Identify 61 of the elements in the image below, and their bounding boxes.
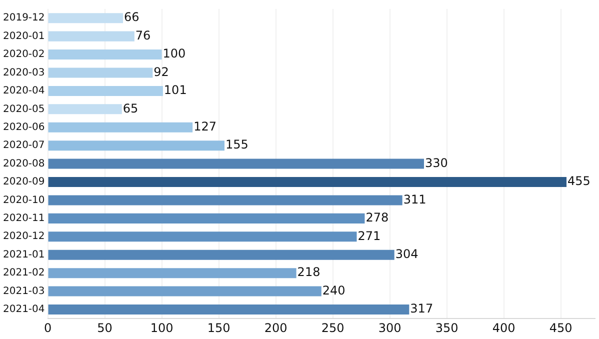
bar [48, 158, 424, 169]
data-label: 330 [424, 156, 448, 170]
x-tick-label: 300 [378, 320, 402, 335]
bar [48, 104, 122, 114]
y-tick-label: 2021-04 [2, 304, 45, 316]
y-tick-label: 2020-11 [2, 213, 45, 224]
bar [48, 177, 566, 188]
bar [48, 140, 224, 151]
y-tick-label: 2019-12 [2, 12, 45, 24]
bar [48, 31, 134, 42]
y-tick-label: 2020-09 [2, 176, 45, 188]
y-tick-label: 2020-07 [2, 140, 45, 152]
bar [48, 13, 124, 24]
bar [48, 50, 162, 60]
x-tick-label: 450 [549, 320, 572, 335]
bar [48, 232, 357, 242]
x-tick-label: 250 [321, 320, 344, 335]
y-tick-label: 2020-12 [2, 231, 45, 242]
x-tick-label: 200 [264, 320, 288, 335]
data-label: 127 [194, 120, 216, 134]
data-label: 100 [162, 46, 186, 61]
y-tick-label: 2021-02 [2, 268, 45, 279]
y-tick-label: 2021-01 [2, 249, 45, 260]
data-label: 455 [568, 174, 590, 188]
data-label: 155 [225, 138, 248, 152]
bar [48, 195, 402, 206]
y-tick-label: 2020-03 [2, 67, 45, 78]
data-label: 218 [297, 265, 320, 280]
y-tick-label: 2020-08 [2, 158, 45, 170]
bar [48, 68, 153, 78]
bar [48, 268, 296, 278]
data-label: 304 [395, 246, 418, 261]
x-tick-label: 50 [97, 320, 112, 335]
data-label: 101 [164, 83, 187, 98]
data-label: 240 [322, 283, 346, 298]
x-tick-label: 350 [435, 320, 458, 335]
bar [48, 286, 322, 296]
x-tick-label: 100 [150, 320, 174, 335]
data-label: 65 [122, 101, 138, 116]
bar [48, 122, 193, 132]
y-tick-label: 2021-03 [2, 286, 45, 297]
bar [48, 304, 410, 315]
bar [48, 86, 163, 96]
y-tick-label: 2020-01 [2, 30, 45, 42]
data-label: 271 [358, 228, 381, 243]
y-tick-label: 2020-02 [2, 49, 45, 60]
data-label: 76 [135, 28, 151, 42]
y-tick-label: 2020-10 [2, 194, 45, 206]
x-tick-label: 0 [44, 320, 52, 335]
x-tick-label: 400 [492, 320, 516, 335]
y-tick-label: 2020-05 [2, 104, 45, 115]
bar [48, 250, 394, 260]
data-label: 66 [124, 10, 140, 24]
data-label: 278 [366, 210, 389, 225]
y-tick-label: 2020-06 [2, 122, 45, 133]
bar [48, 213, 365, 224]
data-label: 311 [403, 192, 426, 206]
data-label: 92 [154, 64, 169, 79]
x-tick-label: 150 [207, 320, 230, 335]
data-label: 317 [410, 302, 434, 316]
y-tick-label: 2020-04 [2, 86, 45, 97]
